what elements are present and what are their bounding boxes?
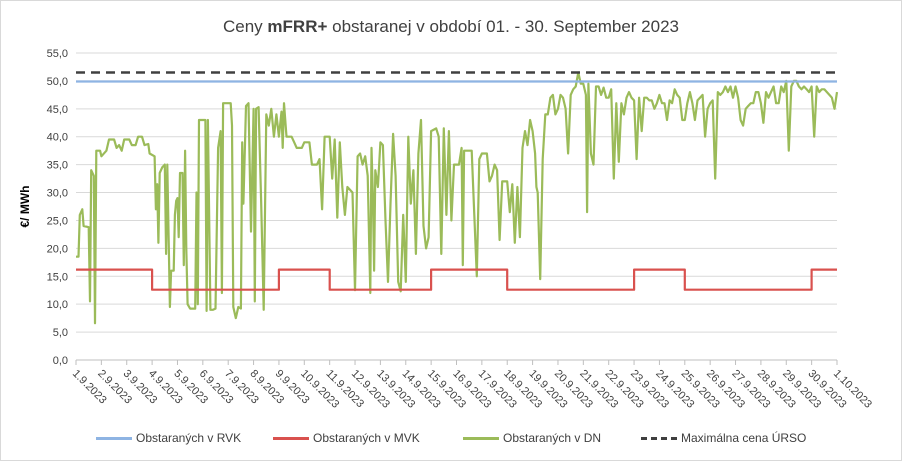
series-line <box>76 268 837 291</box>
legend: Obstaraných v RVK Obstaraných v MVK Obstar… <box>1 431 901 449</box>
y-tick-label: 50,0 <box>47 76 68 88</box>
legend-swatch <box>96 436 132 440</box>
y-tick-label: 0,0 <box>53 355 68 367</box>
legend-label: Obstaraných v RVK <box>136 431 242 445</box>
y-tick-label: 35,0 <box>47 160 68 172</box>
y-tick-label: 45,0 <box>47 104 68 116</box>
y-tick-label: 5,0 <box>53 327 68 339</box>
legend-label: Obstaraných v DN <box>503 431 602 445</box>
legend-label: Maximálna cena ÚRSO <box>681 431 807 445</box>
y-tick-label: 10,0 <box>47 299 68 311</box>
y-tick-label: 30,0 <box>47 188 68 200</box>
legend-label: Obstaraných v MVK <box>313 431 420 445</box>
y-tick-label: 55,0 <box>47 48 68 60</box>
legend-swatch <box>641 436 677 440</box>
legend-item: Obstaraných v MVK <box>273 431 420 445</box>
legend-swatch <box>463 436 499 440</box>
chart-title: Ceny mFRR+ obstaranej v období 01. - 30.… <box>223 17 679 36</box>
series-line <box>76 71 839 325</box>
y-tick-label: 40,0 <box>47 132 68 144</box>
legend-item: Obstaraných v DN <box>463 431 601 445</box>
y-tick-label: 25,0 <box>47 215 68 227</box>
y-tick-label: 20,0 <box>47 243 68 255</box>
y-tick-label: 15,0 <box>47 271 68 283</box>
legend-swatch <box>273 436 309 440</box>
legend-item: Obstaraných v RVK <box>96 431 241 445</box>
y-axis-label: €/ MWh <box>18 186 32 228</box>
legend-item: Maximálna cena ÚRSO <box>641 431 806 445</box>
